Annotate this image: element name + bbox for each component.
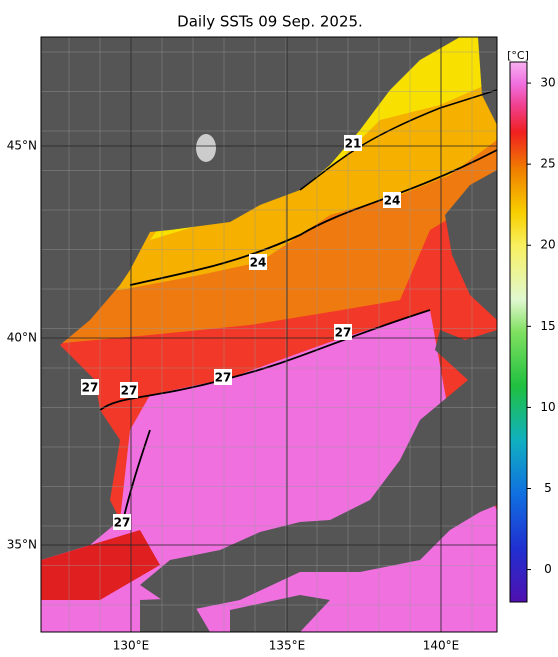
lon-label: 130°E [113,639,150,653]
contour-label-box [214,369,232,385]
colorbar-tick-label: 10 [540,400,555,414]
land-russia [41,37,460,345]
contour-label-box [344,135,362,151]
colorbar-unit: [°C] [507,49,529,62]
contour-label: 27 [335,326,352,340]
land-sakhalin [478,37,497,125]
contour-label-box [120,382,138,398]
lat-label: 35°N [7,538,37,552]
contour-label-box [334,324,352,340]
contour-label: 27 [82,381,99,395]
contour-label-box [81,379,99,395]
contour-24 [129,149,497,286]
land-hokkaido [445,170,497,320]
colorbar-tick-label: 25 [540,157,555,171]
colorbar-tick-label: 15 [540,319,555,333]
lat-label: 45°N [7,139,37,153]
contour-27 [99,309,431,411]
sea-coastal-red [41,530,160,600]
map-area: 21 24 24 27 27 27 27 27 [41,37,497,632]
contour-labels: 21 24 24 27 27 27 27 27 [81,135,401,530]
colorbar-tick-label: 20 [540,238,555,252]
contour-label: 27 [215,371,232,385]
contour-label: 24 [384,194,401,208]
contour-label-box [113,514,131,530]
land-honshu [140,330,497,612]
lon-label: 140°E [423,639,460,653]
lat-label: 40°N [7,331,37,345]
contour-label: 27 [121,384,138,398]
lon-label: 135°E [269,639,306,653]
colorbar-tick-label: 0 [544,562,552,576]
contour-label-box [249,254,267,270]
colorbar-tick-label: 5 [544,481,552,495]
contour-label: 27 [114,516,131,530]
lake [196,134,216,162]
contour-label: 24 [250,256,267,270]
land-kyushu [140,598,210,632]
contour-label-box [383,192,401,208]
title: Daily SSTs 09 Sep. 2025. [177,13,363,31]
contour-label: 21 [345,137,362,151]
colorbar-tick-label: 30 [540,76,555,90]
colorbar [509,61,528,603]
land-korea [41,345,120,560]
map-frame [40,36,498,633]
